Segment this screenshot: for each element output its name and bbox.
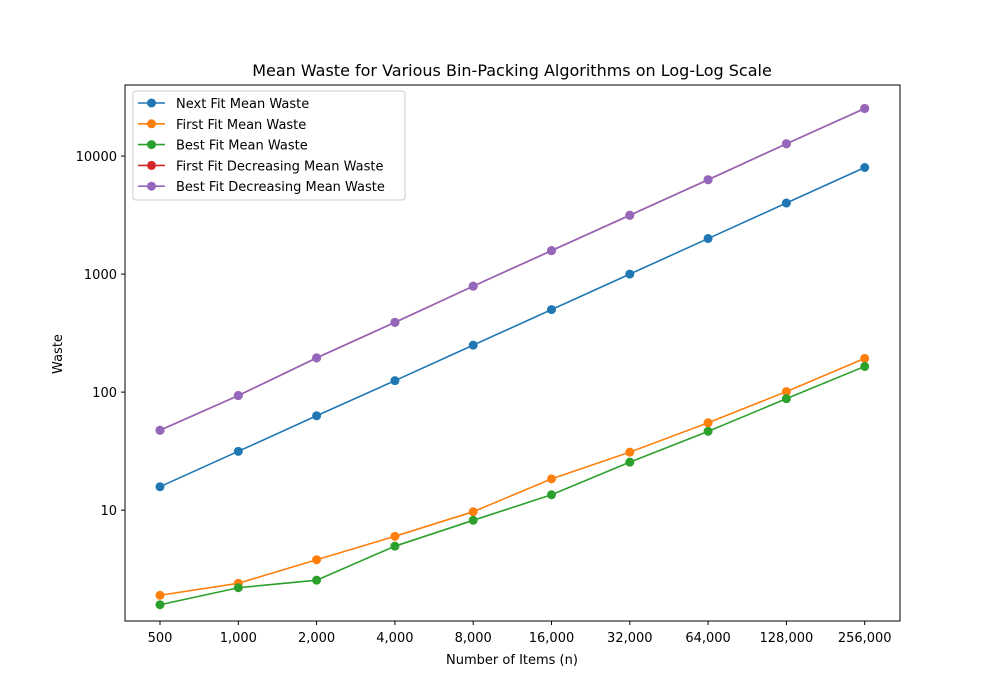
data-point xyxy=(390,376,400,386)
series-layer xyxy=(155,103,870,610)
data-point xyxy=(155,600,165,610)
y-tick-label: 100 xyxy=(92,386,117,401)
data-point xyxy=(312,555,322,565)
data-point xyxy=(860,353,870,363)
data-point xyxy=(547,305,556,315)
series-2 xyxy=(155,353,870,600)
data-point xyxy=(781,198,791,208)
data-point xyxy=(233,391,243,401)
series-line xyxy=(159,166,866,488)
data-point xyxy=(781,394,791,404)
plot-area xyxy=(124,84,901,622)
data-point xyxy=(547,490,556,500)
x-tick-label: 4,000 xyxy=(376,631,413,646)
series-5 xyxy=(155,103,870,435)
plot-frame xyxy=(124,84,901,622)
series-line xyxy=(159,365,866,606)
legend-box xyxy=(132,90,406,201)
x-axis-label: Number of Items (n) xyxy=(446,653,578,668)
legend-marker xyxy=(147,119,156,129)
data-point xyxy=(468,515,478,525)
data-point xyxy=(781,387,791,397)
legend: Next Fit Mean Waste First Fit Mean Waste B… xyxy=(132,90,406,201)
legend-item: Best Fit Decreasing Mean Waste xyxy=(138,180,385,195)
data-point xyxy=(155,425,165,435)
x-tick-label: 8,000 xyxy=(455,631,492,646)
data-point xyxy=(703,418,713,428)
legend-item: First Fit Mean Waste xyxy=(138,118,306,133)
data-point xyxy=(625,269,635,279)
legend-label: Best Fit Mean Waste xyxy=(176,139,308,154)
x-tick-label: 32,000 xyxy=(607,631,653,646)
y-axis-label: Waste xyxy=(51,334,66,374)
data-point xyxy=(860,361,870,371)
chart-title: Mean Waste for Various Bin-Packing Algor… xyxy=(252,61,772,80)
data-point xyxy=(390,541,400,551)
x-tick-label: 64,000 xyxy=(685,631,731,646)
legend-marker xyxy=(147,160,156,170)
x-axis: 500 1,000 2,000 4,000 8,000 16,000 32,000 64,00… xyxy=(148,621,892,646)
legend-marker xyxy=(147,98,156,108)
data-point xyxy=(468,340,478,350)
data-point xyxy=(155,590,165,600)
data-point xyxy=(703,426,713,436)
legend-marker xyxy=(147,140,156,150)
data-point xyxy=(625,447,635,457)
data-point xyxy=(312,411,322,421)
series-line xyxy=(159,357,866,597)
legend-label: Next Fit Mean Waste xyxy=(176,97,309,112)
x-tick-label: 1,000 xyxy=(220,631,257,646)
data-point xyxy=(547,474,556,484)
data-point xyxy=(312,575,322,585)
legend-label: First Fit Decreasing Mean Waste xyxy=(176,159,383,174)
data-point xyxy=(781,139,791,149)
data-point xyxy=(155,482,165,492)
series-line xyxy=(159,107,866,432)
data-point xyxy=(625,457,635,467)
data-point xyxy=(468,507,478,517)
data-point xyxy=(703,234,713,244)
legend-item: Next Fit Mean Waste xyxy=(138,97,309,112)
data-point xyxy=(625,210,635,220)
data-point xyxy=(233,446,243,456)
data-point xyxy=(390,317,400,327)
x-tick-label: 500 xyxy=(148,631,173,646)
x-tick-label: 16,000 xyxy=(529,631,575,646)
data-point xyxy=(860,103,870,113)
y-tick-label: 10 xyxy=(100,504,117,519)
y-tick-label: 1000 xyxy=(84,268,117,283)
data-point xyxy=(233,583,243,593)
data-point xyxy=(703,175,713,185)
series-1 xyxy=(155,163,870,492)
data-point xyxy=(390,531,400,541)
data-point xyxy=(468,281,478,291)
data-point xyxy=(312,353,322,363)
legend-item: Best Fit Mean Waste xyxy=(138,139,308,154)
legend-label: Best Fit Decreasing Mean Waste xyxy=(176,180,385,195)
legend-item: First Fit Decreasing Mean Waste xyxy=(138,159,383,174)
legend-label: First Fit Mean Waste xyxy=(176,118,306,133)
y-tick-label: 10000 xyxy=(76,150,117,165)
x-tick-label: 256,000 xyxy=(838,631,892,646)
series-3 xyxy=(155,361,870,610)
x-tick-label: 2,000 xyxy=(298,631,335,646)
legend-marker xyxy=(147,181,156,191)
y-axis: 10 100 1000 10000 xyxy=(76,150,125,519)
data-point xyxy=(547,246,556,256)
data-point xyxy=(860,163,870,172)
x-tick-label: 128,000 xyxy=(760,631,814,646)
